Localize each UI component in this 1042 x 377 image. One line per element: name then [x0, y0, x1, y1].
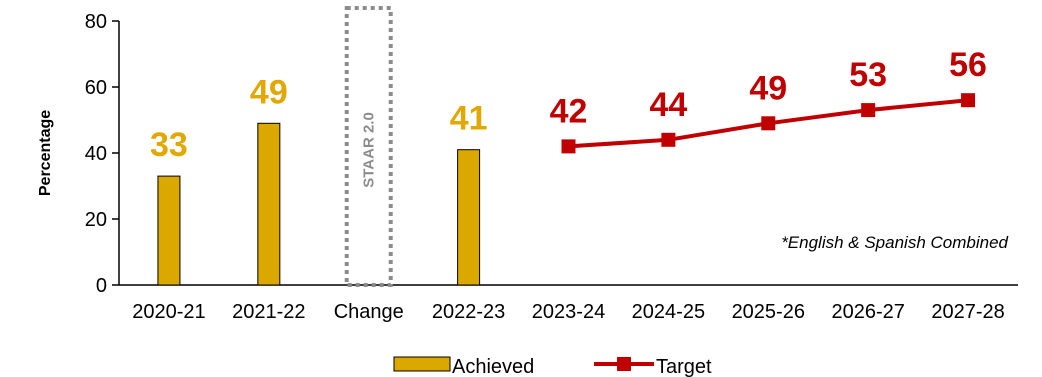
legend-label-target: Target — [656, 356, 712, 377]
bar-achieved — [257, 122, 281, 286]
x-tick-label: 2026-27 — [831, 301, 904, 323]
x-tick-label: 2023-24 — [532, 301, 605, 323]
data-label-target: 56 — [949, 46, 987, 84]
x-tick-label: 2021-22 — [232, 301, 305, 323]
bar-achieved — [457, 149, 481, 286]
y-tick-label: 60 — [85, 77, 107, 99]
data-label-target: 42 — [550, 92, 588, 130]
target-marker — [961, 93, 976, 108]
x-tick-label: 2024-25 — [632, 301, 705, 323]
target-line — [561, 93, 976, 154]
data-label-achieved: 41 — [450, 100, 488, 138]
target-marker — [561, 139, 576, 154]
break-marker-label: STAAR 2.0 — [361, 112, 378, 188]
target-marker — [661, 132, 676, 147]
annotation-note: *English & Spanish Combined — [781, 233, 1008, 252]
legend-swatch-achieved — [393, 356, 451, 372]
bars — [157, 122, 481, 286]
x-tick-label: Change — [334, 301, 404, 323]
legend-label-achieved: Achieved — [452, 356, 534, 377]
x-tick-label: 2020-21 — [132, 301, 205, 323]
x-ticks: 2020-21 2021-22 Change 2022-23 2023-24 2024-2… — [132, 301, 1005, 323]
x-tick-label: 2025-26 — [732, 301, 805, 323]
break-marker: STAAR 2.0 — [344, 6, 393, 287]
target-marker — [861, 103, 876, 118]
data-label-target: 44 — [649, 86, 687, 124]
target-marker — [761, 116, 776, 131]
data-label-achieved: 33 — [150, 126, 188, 164]
y-ticks: 0 20 40 60 80 — [85, 11, 119, 297]
data-labels: 33 49 41 42 44 49 53 56 — [150, 46, 987, 164]
data-label-target: 53 — [849, 56, 887, 94]
legend-marker-target — [617, 357, 631, 371]
data-label-achieved: 49 — [250, 73, 288, 111]
x-tick-label: 2027-28 — [931, 301, 1004, 323]
y-tick-label: 40 — [85, 143, 107, 165]
y-tick-label: 20 — [85, 209, 107, 231]
bar-achieved — [157, 175, 181, 286]
data-label-target: 49 — [749, 69, 787, 107]
y-tick-label: 80 — [85, 11, 107, 33]
y-axis-label: Percentage — [37, 110, 54, 196]
y-tick-label: 0 — [96, 275, 107, 297]
legend: Achieved Target — [393, 356, 712, 377]
x-tick-label: 2022-23 — [432, 301, 505, 323]
